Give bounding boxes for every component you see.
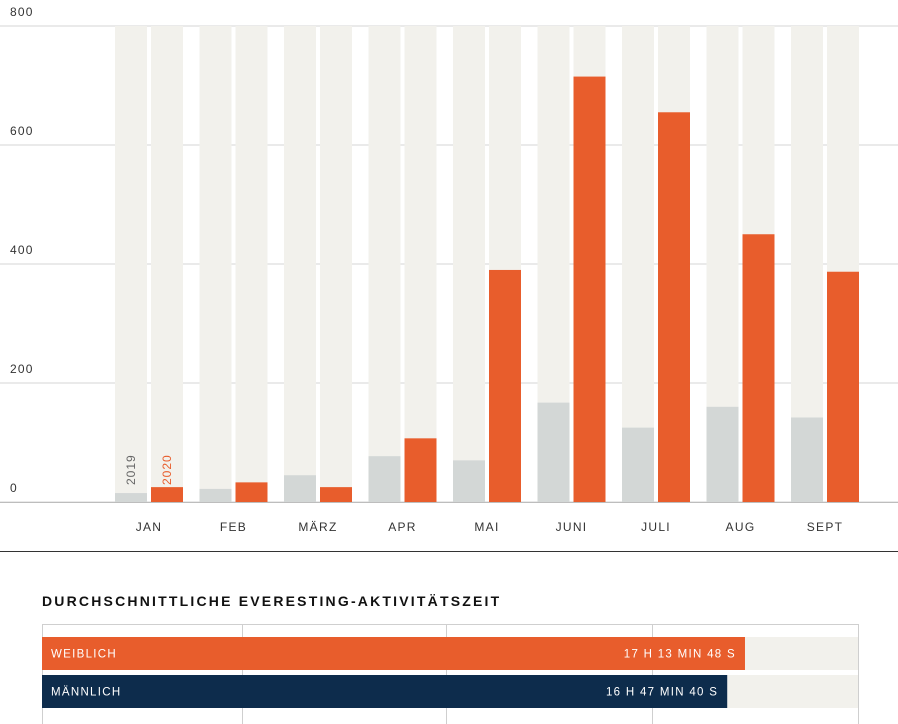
y-tick-label: 800 [10, 5, 34, 19]
h-bar-männlich [42, 675, 728, 708]
bar-2019-juli [622, 427, 654, 502]
x-tick-label: SEPT [807, 520, 844, 534]
x-tick-label: AUG [726, 520, 756, 534]
bar-2019-feb [199, 488, 232, 502]
background-bar [368, 26, 401, 502]
bar-2020-sept [827, 271, 859, 502]
activity-time-title: DURCHSCHNITTLICHE EVERESTING-AKTIVITÄTSZ… [42, 593, 502, 609]
bar-2020-jan [151, 487, 183, 502]
legend-label-2019: 2019 [124, 454, 138, 485]
bar-2019-apr [368, 456, 401, 502]
monthly-bar-chart: 800 600 400 200 0 JAN FEB MÄRZ APR MAI JUNI JULI AUG… [0, 5, 898, 552]
background-bar [199, 26, 232, 502]
h-bar-label: WEIBLICH [51, 649, 117, 661]
h-bar-value-label: 16 H 47 MIN 40 S [606, 687, 718, 699]
bar-2019-märz [284, 475, 316, 502]
bar-2020-märz [320, 487, 352, 502]
bar-2020-apr [404, 438, 437, 502]
background-bar [453, 26, 485, 502]
activity-time-chart: WEIBLICH 17 H 13 MIN 48 S MÄNNLICH 16 H 47 … [42, 624, 859, 724]
h-bar-label: MÄNNLICH [51, 687, 121, 699]
x-tick-label: JUNI [556, 520, 588, 534]
h-bar-weiblich [42, 637, 745, 670]
h-bar-value-label: 17 H 13 MIN 48 S [624, 649, 736, 661]
bar-2019-aug [706, 406, 739, 502]
y-tick-label: 600 [10, 124, 34, 138]
x-tick-label: APR [388, 520, 417, 534]
background-bar [115, 26, 147, 502]
bar-2020-feb [235, 482, 268, 502]
bar-2020-aug [742, 234, 775, 502]
bar-2019-juni [537, 402, 570, 502]
y-tick-label: 400 [10, 243, 34, 257]
x-tick-label: MÄRZ [298, 520, 337, 534]
x-tick-label: MAI [474, 520, 499, 534]
background-bar [404, 26, 437, 502]
background-bar [320, 26, 352, 502]
x-tick-label: JAN [136, 520, 163, 534]
bar-2019-sept [791, 417, 823, 502]
bar-2020-juli [658, 112, 690, 503]
y-tick-label: 200 [10, 362, 34, 376]
background-bar [151, 26, 183, 502]
bar-2019-jan [115, 493, 147, 502]
background-bar [235, 26, 268, 502]
background-bar [622, 26, 654, 502]
legend-label-2020: 2020 [160, 454, 174, 485]
bar-2020-juni [573, 76, 606, 502]
bar-2019-mai [453, 460, 485, 502]
x-tick-label: FEB [220, 520, 247, 534]
bar-2020-mai [489, 269, 521, 502]
x-tick-label: JULI [641, 520, 671, 534]
y-tick-label: 0 [10, 481, 18, 495]
background-bar [284, 26, 316, 502]
